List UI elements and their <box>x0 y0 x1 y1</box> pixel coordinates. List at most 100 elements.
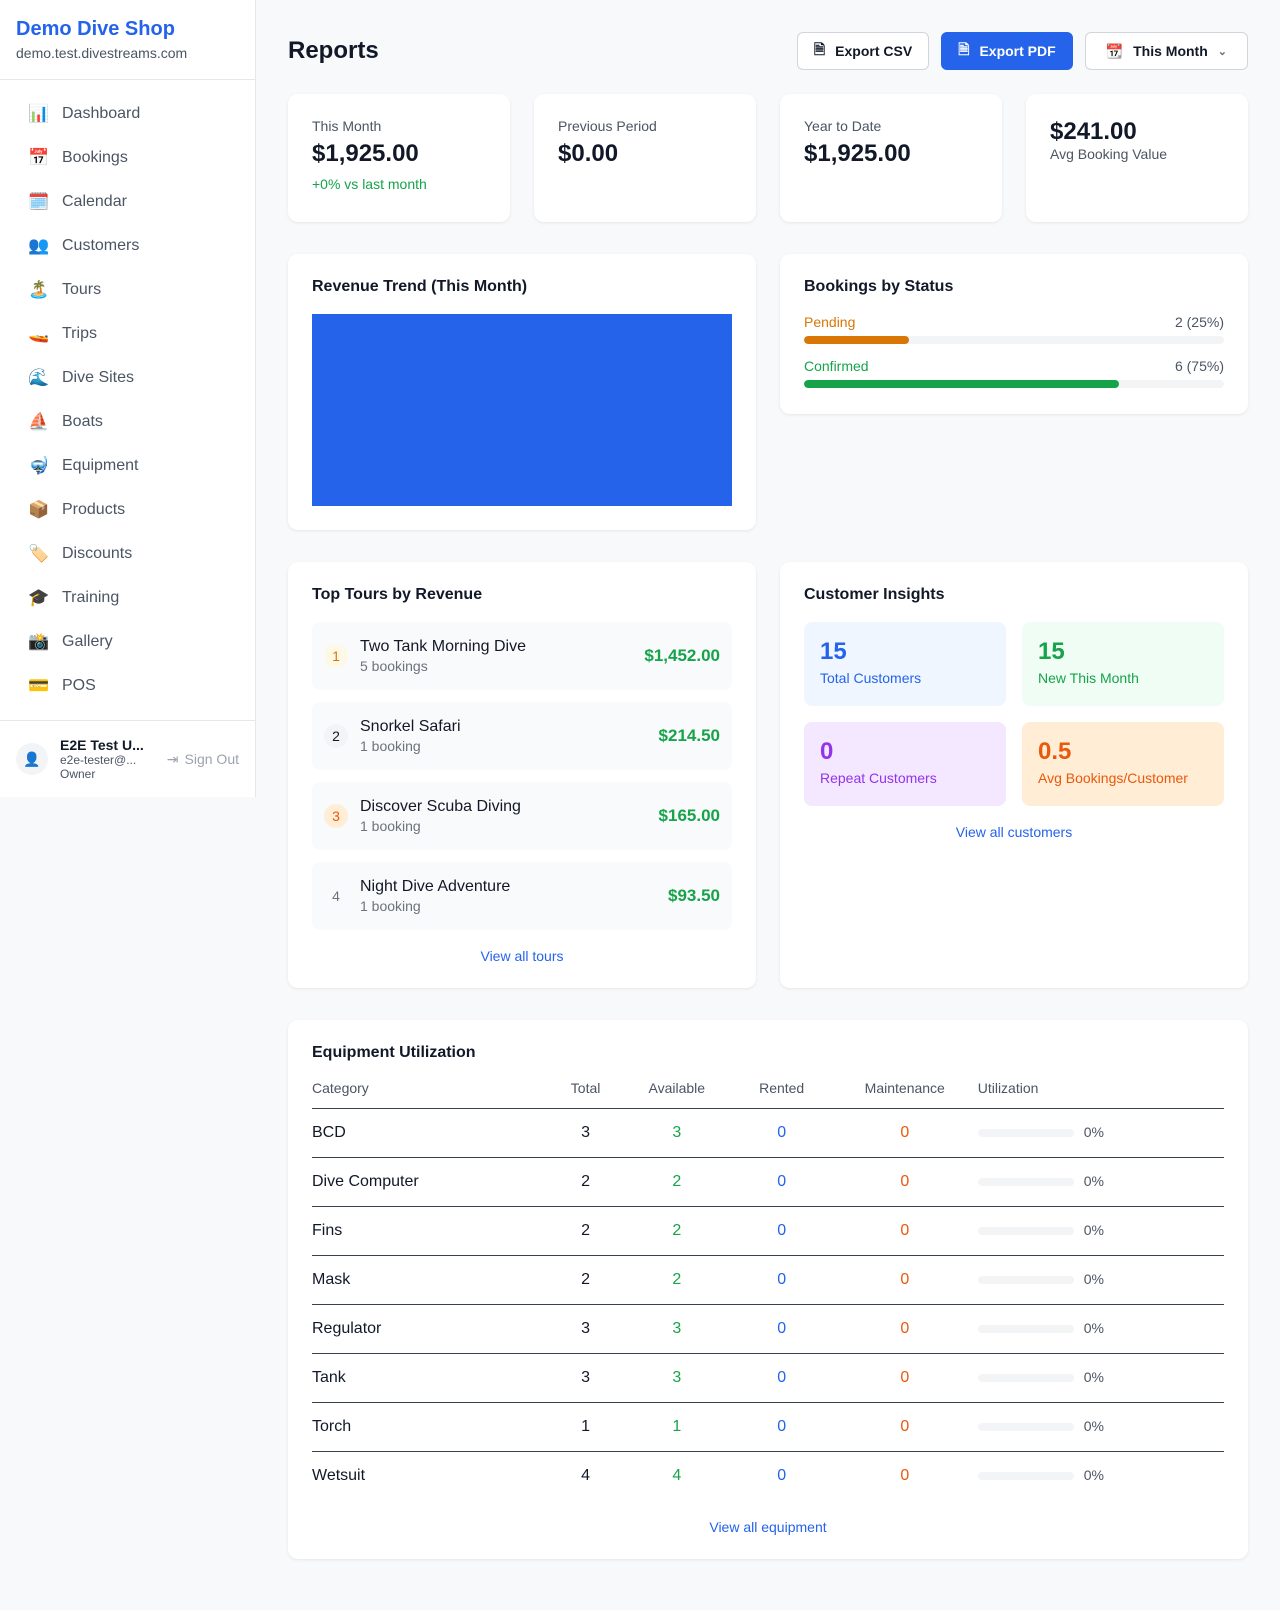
category-cell: Dive Computer <box>312 1157 550 1207</box>
stat-value: $1,925.00 <box>804 140 911 167</box>
tour-revenue: $214.50 <box>658 726 720 745</box>
file-download-icon: 🗎 <box>958 41 970 57</box>
column-header: Total <box>549 1072 623 1109</box>
value-cell: 3 <box>622 1108 732 1158</box>
sidebar: Demo Dive Shop demo.test.divestreams.com… <box>0 0 256 797</box>
training-icon: 🎓 <box>28 588 50 607</box>
sidebar-item-products[interactable]: 📦 Products <box>12 488 243 532</box>
sidebar-item-training[interactable]: 🎓 Training <box>12 576 243 620</box>
insight-label: Repeat Customers <box>820 770 937 786</box>
export-pdf-button[interactable]: 🗎 Export PDF <box>941 32 1073 70</box>
sidebar-item-gallery[interactable]: 📸 Gallery <box>12 620 243 664</box>
tour-row[interactable]: 2 Snorkel Safari 1 booking $214.50 <box>312 702 732 770</box>
status-label: Pending <box>804 314 856 330</box>
stat-year-to-date: Year to Date $1,925.00 <box>780 94 1002 222</box>
sidebar-item-bookings[interactable]: 📅 Bookings <box>12 136 243 180</box>
sidebar-item-label: Training <box>62 589 120 606</box>
tour-revenue: $165.00 <box>658 806 720 825</box>
tour-info: Discover Scuba Diving 1 booking <box>360 798 647 834</box>
sign-out-label: Sign Out <box>184 751 239 767</box>
sidebar-item-dive-sites[interactable]: 🌊 Dive Sites <box>12 356 243 400</box>
value-cell: 2 <box>549 1157 623 1207</box>
customer-insights-card: Customer Insights 15 Total Customers 15 New… <box>780 562 1248 988</box>
dive-sites-icon: 🌊 <box>28 368 50 387</box>
tour-revenue: $1,452.00 <box>644 646 720 665</box>
status-row: Confirmed 6 (75%) <box>804 358 1224 388</box>
stat-value: $241.00 <box>1050 118 1137 145</box>
customers-icon: 👥 <box>28 236 50 255</box>
insight-value: 0 <box>820 738 834 765</box>
tours-icon: 🏝️ <box>28 280 50 299</box>
sidebar-item-equipment[interactable]: 🤿 Equipment <box>12 444 243 488</box>
stat-label: Year to Date <box>804 118 882 134</box>
utilization-cell: 0% <box>977 1108 1224 1158</box>
value-cell: 3 <box>549 1304 623 1354</box>
value-cell: 0 <box>831 1402 978 1452</box>
tour-row[interactable]: 1 Two Tank Morning Dive 5 bookings $1,452.0… <box>312 622 732 690</box>
period-select[interactable]: 📆 This Month ⌄ <box>1084 32 1248 70</box>
equipment-table: Category Total Available Rented Maintenance U… <box>312 1072 1224 1501</box>
sign-out-icon: ⇥ <box>166 750 179 767</box>
page-header: Reports 🗎 Export CSV 🗎 Export PDF 📆 This Mo… <box>288 32 1248 70</box>
tour-bookings: 1 booking <box>360 818 421 834</box>
rank-badge: 1 <box>324 644 348 668</box>
utilization-bar <box>977 1226 1074 1235</box>
view-all-customers-link[interactable]: View all customers <box>955 824 1073 840</box>
user-panel: 👤 E2E Test U... e2e-tester@... Owner ⇥ Si… <box>0 720 255 797</box>
utilization-percent: 0% <box>1083 1320 1104 1336</box>
utilization-percent: 0% <box>1083 1418 1104 1434</box>
category-cell: Wetsuit <box>312 1467 366 1485</box>
utilization-cell: 0% <box>977 1255 1224 1305</box>
brand: Demo Dive Shop demo.test.divestreams.com <box>0 0 255 80</box>
sidebar-item-trips[interactable]: 🚤 Trips <box>12 312 243 356</box>
rank-badge: 3 <box>324 804 348 828</box>
card-title: Bookings by Status <box>804 278 954 295</box>
view-all-tours-link[interactable]: View all tours <box>480 948 564 964</box>
tour-bookings: 1 booking <box>360 738 421 754</box>
value-cell: 0 <box>831 1255 978 1305</box>
user-email: e2e-tester@... <box>60 753 137 767</box>
tour-info: Two Tank Morning Dive 5 bookings <box>360 638 632 674</box>
tour-row[interactable]: 3 Discover Scuba Diving 1 booking $165.00 <box>312 782 732 850</box>
utilization-bar <box>977 1177 1074 1186</box>
tour-name: Two Tank Morning Dive <box>360 638 526 655</box>
shop-domain: demo.test.divestreams.com <box>16 45 188 61</box>
insight-label: Avg Bookings/Customer <box>1038 770 1188 786</box>
insight-value: 15 <box>820 638 847 665</box>
pos-icon: 💳 <box>28 676 50 695</box>
sidebar-item-label: POS <box>62 677 96 694</box>
view-all-equipment-link[interactable]: View all equipment <box>709 1518 827 1535</box>
utilization-bar <box>977 1275 1074 1284</box>
tour-row[interactable]: 4 Night Dive Adventure 1 booking $93.50 <box>312 862 732 930</box>
status-bar <box>804 336 1224 344</box>
products-icon: 📦 <box>28 500 50 519</box>
sidebar-item-discounts[interactable]: 🏷️ Discounts <box>12 532 243 576</box>
value-cell: 3 <box>622 1304 732 1354</box>
utilization-cell: 0% <box>977 1353 1224 1403</box>
sidebar-item-dashboard[interactable]: 📊 Dashboard <box>12 92 243 136</box>
sidebar-item-pos[interactable]: 💳 POS <box>12 664 243 708</box>
sidebar-item-label: Equipment <box>62 457 139 474</box>
sidebar-item-calendar[interactable]: 🗓️ Calendar <box>12 180 243 224</box>
export-csv-button[interactable]: 🗎 Export CSV <box>796 32 930 70</box>
calendar-icon: 📆 <box>1105 42 1124 59</box>
shop-name[interactable]: Demo Dive Shop <box>16 18 175 40</box>
sidebar-item-customers[interactable]: 👥 Customers <box>12 224 243 268</box>
sidebar-item-label: Products <box>62 501 126 518</box>
sign-out-button[interactable]: ⇥ Sign Out <box>167 751 239 768</box>
utilization-cell: 0% <box>977 1206 1224 1256</box>
sidebar-item-label: Discounts <box>62 545 133 562</box>
stat-label: This Month <box>312 118 382 134</box>
insight-tile: 15 Total Customers <box>804 622 1006 706</box>
revenue-trend-card: Revenue Trend (This Month) <box>288 254 756 530</box>
column-header: Utilization <box>977 1072 1224 1109</box>
utilization-percent: 0% <box>1083 1369 1104 1385</box>
sidebar-item-tours[interactable]: 🏝️ Tours <box>12 268 243 312</box>
utilization-percent: 0% <box>1083 1467 1104 1484</box>
column-header: Maintenance <box>831 1072 978 1109</box>
sidebar-item-boats[interactable]: ⛵ Boats <box>12 400 243 444</box>
export-pdf-label: Export PDF <box>979 43 1056 59</box>
stat-label: Avg Booking Value <box>1050 146 1168 162</box>
utilization-bar <box>977 1373 1074 1382</box>
revenue-trend-chart <box>312 314 732 506</box>
